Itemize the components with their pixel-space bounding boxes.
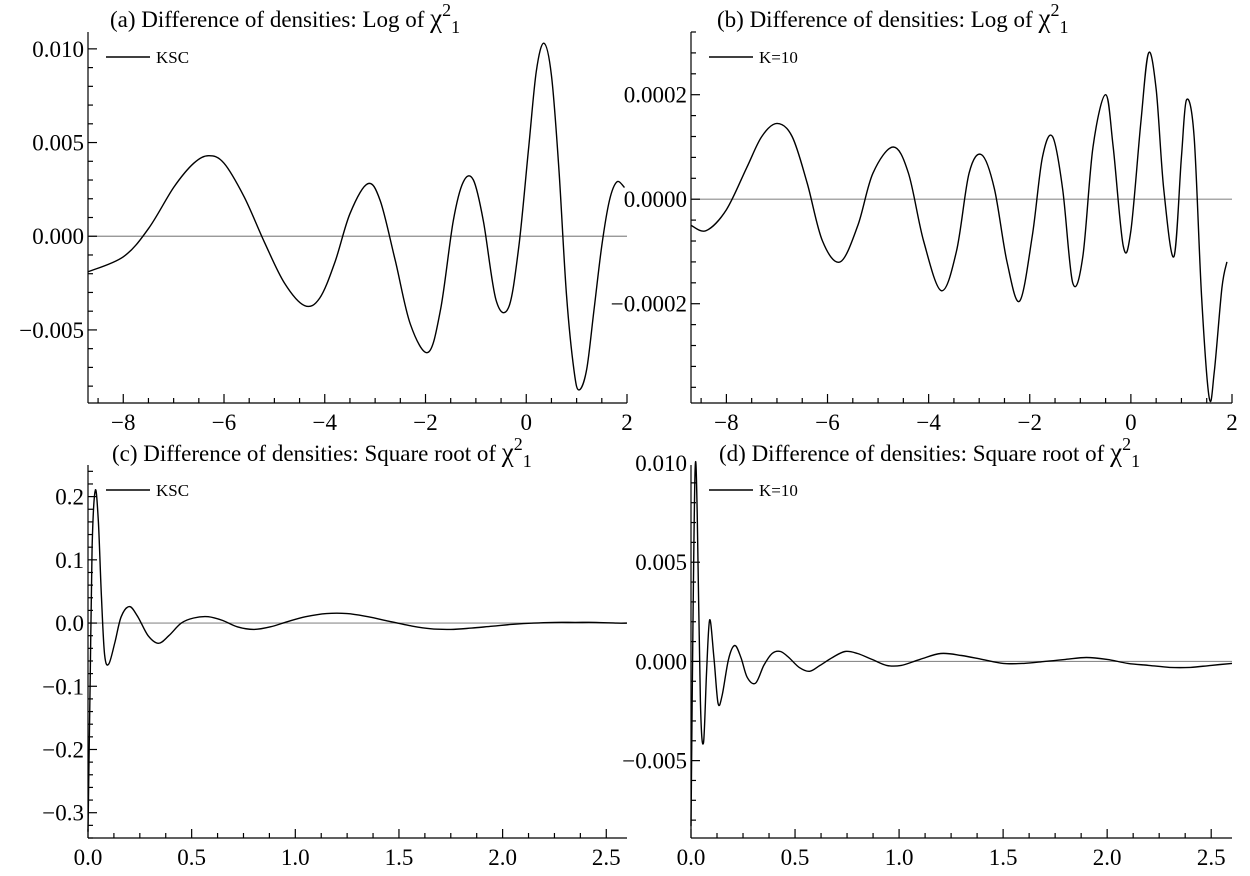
x-tick-label: 2.0 (488, 845, 517, 870)
x-tick-label: 0 (521, 410, 533, 435)
chart-title-chi: χ (1037, 3, 1050, 33)
x-tick-label: 0.5 (177, 845, 206, 870)
y-tick-label: 0.2 (55, 485, 84, 510)
x-tick-label: −4 (313, 410, 338, 435)
chart-title-text: (c) Difference of densities: Square root… (112, 441, 502, 466)
panel-b: −8 −6 −4 −2 0 2 −0.0002 0.0000 0.0002 (b) Differe… (611, 0, 1238, 435)
chart-title: (d) Difference of densities: Square root… (719, 434, 1140, 471)
x-tick-label: 0.0 (677, 845, 706, 870)
x-tick-label: −4 (916, 410, 941, 435)
x-tick-label: 2 (621, 410, 633, 435)
chart-title-text: (d) Difference of densities: Square root… (719, 441, 1110, 466)
x-tick-label: −8 (714, 410, 738, 435)
x-tick-label: 2.5 (1197, 845, 1226, 870)
legend-label: KSC (156, 48, 189, 67)
y-tick-label: −0.2 (42, 737, 84, 762)
panel-c: 0.0 0.5 1.0 1.5 2.0 2.5 −0.3 −0.2 −0.1 0.0 0.1 0.2 (… (42, 434, 628, 870)
y-tick-label: 0.010 (32, 37, 84, 62)
series-line-ksc (87, 42, 625, 391)
x-tick-label: 1.5 (989, 845, 1018, 870)
legend-label: K=10 (759, 481, 798, 500)
x-tick-label: 1.0 (885, 845, 914, 870)
chart-title-text: (a) Difference of densities: Log of (110, 7, 430, 32)
x-tick-label: −6 (815, 410, 839, 435)
y-tick-label: 0.000 (32, 224, 84, 249)
legend-label: K=10 (759, 48, 798, 67)
x-tick-label: 1.0 (281, 845, 310, 870)
x-tick-label: 0 (1125, 410, 1137, 435)
x-tick-label: 1.5 (385, 845, 414, 870)
y-tick-label: 0.0000 (624, 187, 687, 212)
x-tick-label: 0.5 (781, 845, 810, 870)
chart-title-text: (b) Difference of densities: Log of (717, 7, 1038, 32)
chart-title-sub: 1 (1059, 17, 1068, 37)
panel-d: 0.0 0.5 1.0 1.5 2.0 2.5 −0.005 0.000 0.005 0.010 (… (622, 434, 1233, 870)
x-tick-label: −2 (1018, 410, 1042, 435)
y-tick-label: 0.005 (32, 131, 84, 156)
y-tick-label: −0.0002 (611, 292, 687, 317)
y-tick-label: 0.1 (55, 548, 84, 573)
x-tick-label: 2 (1226, 410, 1238, 435)
series-line-k-10 (690, 460, 1233, 827)
chart-title: (c) Difference of densities: Square root… (112, 434, 532, 471)
x-tick-label: −2 (413, 410, 437, 435)
y-tick-label: −0.1 (42, 674, 84, 699)
legend: K=10 (709, 48, 798, 67)
x-tick-label: 0.0 (74, 845, 103, 870)
chart-title-sub: 1 (1131, 451, 1140, 471)
y-tick-label: 0.0 (55, 611, 84, 636)
series-line-ksc (87, 489, 628, 832)
panel-a: −8 −6 −4 −2 0 2 −0.005 0.000 0.005 0.010 (a) Diffe… (19, 0, 632, 435)
chart-title-sup: 2 (442, 0, 451, 20)
chart-title-sup: 2 (1122, 434, 1131, 454)
chart-title-chi: χ (429, 3, 442, 33)
chart-title: (b) Difference of densities: Log of χ21 (717, 0, 1068, 37)
y-tick-label: −0.3 (42, 801, 84, 826)
y-tick-label: 0.010 (635, 451, 687, 476)
chart-title-chi: χ (501, 437, 514, 467)
series-line-k-10 (690, 51, 1228, 403)
y-tick-label: 0.005 (635, 550, 687, 575)
x-tick-label: −6 (212, 410, 236, 435)
legend: KSC (106, 481, 189, 500)
x-tick-label: −8 (111, 410, 135, 435)
legend: K=10 (709, 481, 798, 500)
legend-label: KSC (156, 481, 189, 500)
y-tick-label: −0.005 (19, 318, 84, 343)
chart-title-sup: 2 (514, 434, 523, 454)
y-tick-label: −0.005 (622, 749, 687, 774)
y-tick-label: 0.000 (635, 649, 687, 674)
chart-title-sup: 2 (1050, 0, 1059, 20)
x-tick-label: 2.0 (1093, 845, 1122, 870)
chart-title: (a) Difference of densities: Log of χ21 (110, 0, 460, 37)
chart-title-chi: χ (1109, 437, 1122, 467)
legend: KSC (106, 48, 189, 67)
x-tick-label: 2.5 (592, 845, 621, 870)
y-tick-label: 0.0002 (624, 83, 687, 108)
chart-title-sub: 1 (523, 451, 532, 471)
chart-title-sub: 1 (451, 17, 460, 37)
